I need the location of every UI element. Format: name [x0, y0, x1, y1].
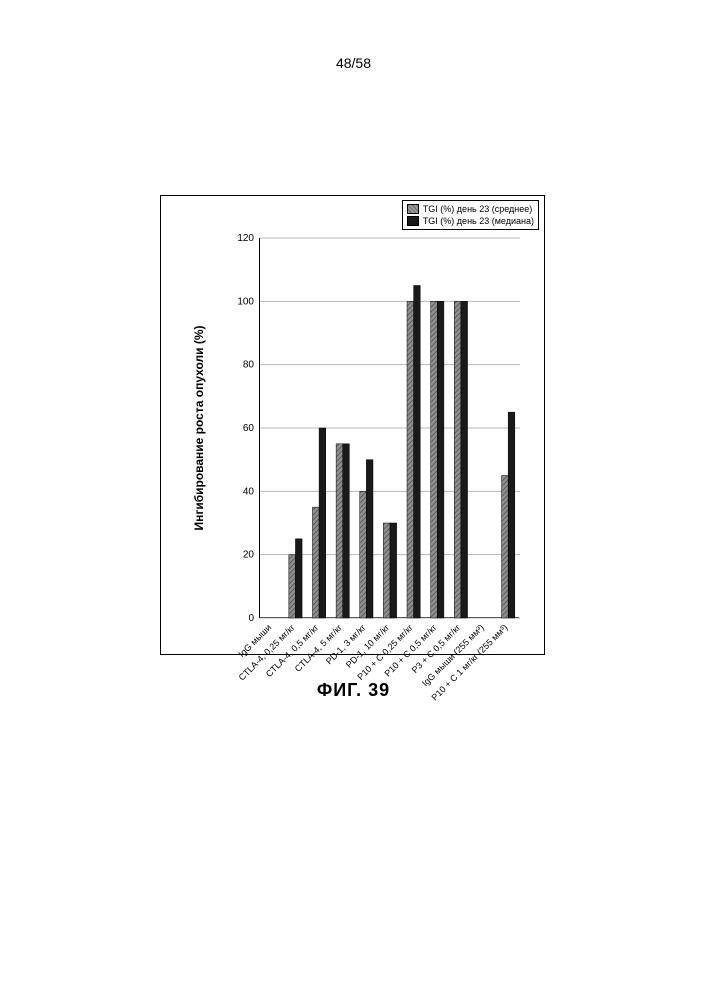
legend-label: TGI (%) день 23 (среднее)	[423, 203, 532, 215]
chart-frame: Ингибирование роста опухоли (%) TGI (%) …	[160, 195, 545, 655]
y-tick-label: 0	[248, 613, 254, 624]
y-axis-label-container: Ингибирование роста опухоли (%)	[199, 238, 219, 618]
bar-median	[343, 444, 350, 618]
bar-mean	[407, 301, 414, 618]
bar-mean	[312, 507, 319, 618]
y-tick-label: 100	[237, 296, 254, 307]
y-axis-label: Ингибирование роста опухоли (%)	[192, 325, 206, 530]
bar-mean	[454, 301, 461, 618]
y-tick-label: 20	[243, 550, 255, 561]
bar-mean	[289, 555, 296, 618]
y-tick-label: 120	[237, 233, 254, 244]
bar-mean	[502, 476, 509, 619]
bar-median	[437, 301, 444, 618]
bar-mean	[431, 301, 438, 618]
y-tick-label: 80	[243, 360, 255, 371]
legend-item: TGI (%) день 23 (среднее)	[407, 203, 534, 215]
y-tick-label: 40	[243, 486, 255, 497]
bars	[289, 286, 515, 619]
legend-swatch-mean	[407, 204, 419, 214]
y-tick-label: 60	[243, 423, 255, 434]
bar-median	[508, 412, 515, 618]
bar-mean	[383, 523, 390, 618]
bar-median	[461, 301, 468, 618]
bar-median	[390, 523, 397, 618]
bar-median	[295, 539, 302, 618]
figure-caption: ФИГ. 39	[0, 680, 707, 701]
y-ticks: 0 20 40 60 80 100 120	[237, 233, 254, 624]
plot-svg: 020406080100120 IgG мышиCTLA-4, 0,25 мг/…	[260, 238, 520, 618]
bar-median	[366, 460, 373, 618]
legend-item: TGI (%) день 23 (медиана)	[407, 215, 534, 227]
plot-area: 020406080100120 IgG мышиCTLA-4, 0,25 мг/…	[259, 238, 519, 618]
bar-median	[319, 428, 326, 618]
bar-mean	[360, 491, 367, 618]
legend-swatch-median	[407, 216, 419, 226]
bar-mean	[336, 444, 343, 618]
bar-median	[414, 286, 421, 619]
legend: TGI (%) день 23 (среднее) TGI (%) день 2…	[402, 200, 539, 230]
legend-label: TGI (%) день 23 (медиана)	[423, 215, 534, 227]
page-number: 48/58	[0, 55, 707, 71]
